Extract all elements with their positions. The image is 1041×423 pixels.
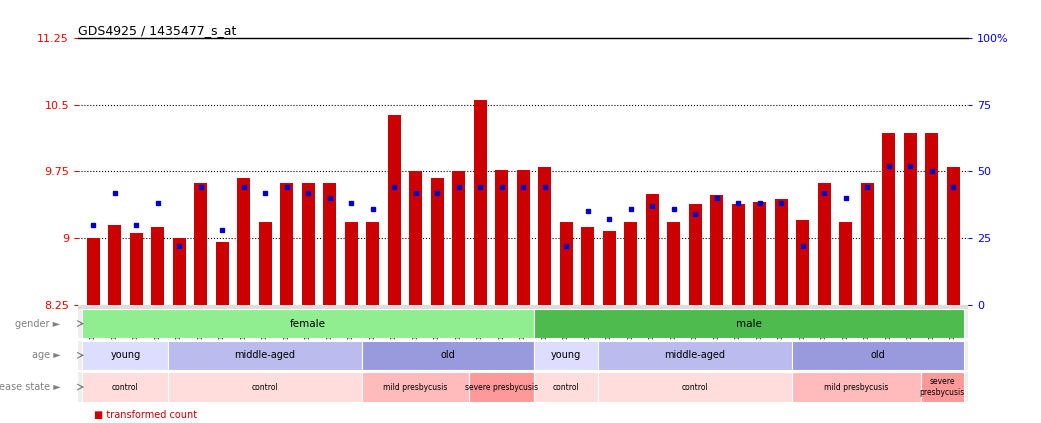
Bar xyxy=(169,341,362,370)
Text: ■ transformed count: ■ transformed count xyxy=(94,410,197,420)
Bar xyxy=(534,372,599,402)
Bar xyxy=(599,372,792,402)
Bar xyxy=(667,222,680,305)
Text: control: control xyxy=(682,382,709,392)
Bar xyxy=(130,233,143,305)
Bar xyxy=(474,100,486,305)
Bar xyxy=(215,242,229,305)
Bar xyxy=(861,183,873,305)
Bar xyxy=(689,204,702,305)
Bar xyxy=(237,178,250,305)
Bar xyxy=(82,309,534,338)
Text: control: control xyxy=(112,382,138,392)
Text: middle-aged: middle-aged xyxy=(664,350,726,360)
Bar xyxy=(387,115,401,305)
Text: control: control xyxy=(252,382,279,392)
Bar xyxy=(345,222,357,305)
Bar xyxy=(534,341,599,370)
Text: young: young xyxy=(551,350,581,360)
Bar xyxy=(362,341,534,370)
Bar xyxy=(710,195,723,305)
Bar xyxy=(366,222,379,305)
Text: mild presbycusis: mild presbycusis xyxy=(383,382,448,392)
Bar xyxy=(904,133,916,305)
Bar xyxy=(151,227,164,305)
Bar xyxy=(362,372,469,402)
Bar xyxy=(195,183,207,305)
Bar xyxy=(775,199,788,305)
Bar xyxy=(452,171,465,305)
Bar xyxy=(108,225,121,305)
Bar xyxy=(732,204,744,305)
Bar xyxy=(946,167,960,305)
Bar xyxy=(82,372,169,402)
Bar xyxy=(323,183,336,305)
Bar xyxy=(839,222,852,305)
Bar xyxy=(409,171,422,305)
Text: female: female xyxy=(290,319,326,329)
Bar xyxy=(603,231,615,305)
Bar xyxy=(516,170,530,305)
Bar xyxy=(469,372,534,402)
Bar xyxy=(82,341,169,370)
Text: severe presbycusis: severe presbycusis xyxy=(465,382,538,392)
Bar xyxy=(882,133,895,305)
Text: young: young xyxy=(110,350,141,360)
Bar xyxy=(431,178,443,305)
Bar xyxy=(792,341,964,370)
Bar xyxy=(625,222,637,305)
Bar xyxy=(645,194,659,305)
Bar xyxy=(921,372,964,402)
Bar xyxy=(925,133,938,305)
Bar xyxy=(753,203,766,305)
Text: control: control xyxy=(553,382,580,392)
Bar xyxy=(581,227,594,305)
Bar xyxy=(817,183,831,305)
Bar xyxy=(86,238,100,305)
Bar xyxy=(302,183,314,305)
Text: age ►: age ► xyxy=(31,350,60,360)
Bar xyxy=(538,167,551,305)
Text: severe
presbycusis: severe presbycusis xyxy=(919,377,965,397)
Text: old: old xyxy=(440,350,455,360)
Bar xyxy=(534,309,964,338)
Bar xyxy=(796,220,809,305)
Text: old: old xyxy=(870,350,885,360)
Text: gender ►: gender ► xyxy=(16,319,60,329)
Bar xyxy=(173,238,185,305)
Text: GDS4925 / 1435477_s_at: GDS4925 / 1435477_s_at xyxy=(78,24,236,37)
Text: male: male xyxy=(736,319,762,329)
Text: middle-aged: middle-aged xyxy=(234,350,296,360)
Bar xyxy=(169,372,362,402)
Bar xyxy=(496,170,508,305)
Bar xyxy=(560,222,573,305)
Bar xyxy=(599,341,792,370)
Text: disease state ►: disease state ► xyxy=(0,382,60,392)
Bar xyxy=(280,183,294,305)
Bar xyxy=(792,372,921,402)
Bar xyxy=(258,222,272,305)
Text: mild presbycusis: mild presbycusis xyxy=(824,382,889,392)
